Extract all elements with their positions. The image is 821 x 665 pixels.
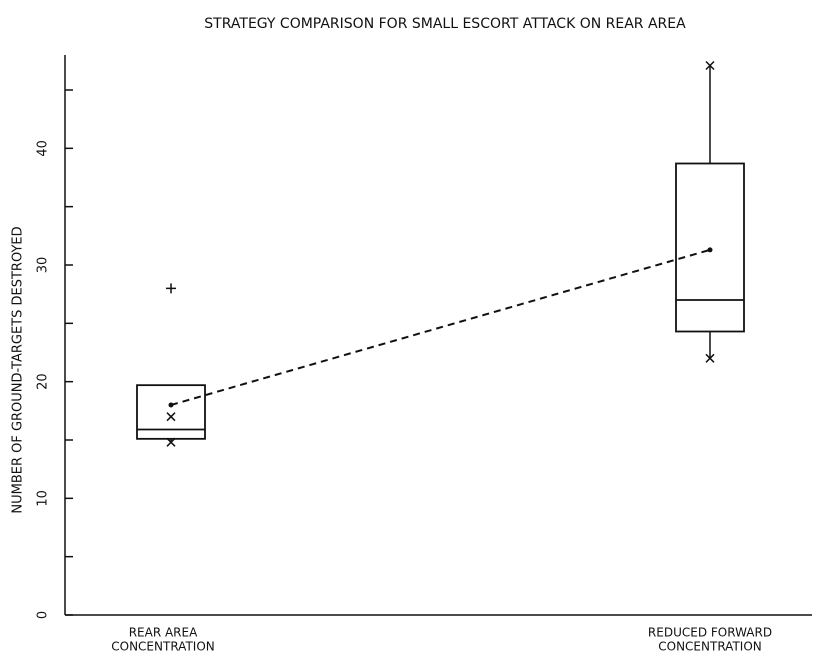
y-tick-label: 0	[36, 611, 51, 619]
box	[136, 384, 206, 440]
y-axis-label: NUMBER OF GROUND-TARGETS DESTROYED	[11, 226, 26, 513]
extreme-marker	[705, 60, 715, 71]
y-tick-label: 30	[36, 257, 51, 274]
box	[675, 162, 745, 333]
x-tick-label: CONCENTRATION	[658, 640, 762, 654]
chart-title: STRATEGY COMPARISON FOR SMALL ESCORT ATT…	[204, 16, 686, 32]
y-tick-label: 40	[36, 140, 51, 157]
extreme-marker	[705, 353, 715, 363]
x-tick-label: CONCENTRATION	[111, 640, 215, 654]
extreme-marker	[166, 437, 176, 447]
mean-point	[707, 247, 713, 253]
outlier	[166, 283, 176, 294]
x-tick-label: REAR AREA	[129, 626, 198, 640]
x-tick-label: REDUCED FORWARD	[648, 626, 772, 640]
extreme-marker	[166, 412, 176, 422]
mean-line	[170, 248, 711, 406]
y-tick-label: 20	[36, 373, 51, 390]
y-tick-label: 10	[36, 490, 51, 507]
